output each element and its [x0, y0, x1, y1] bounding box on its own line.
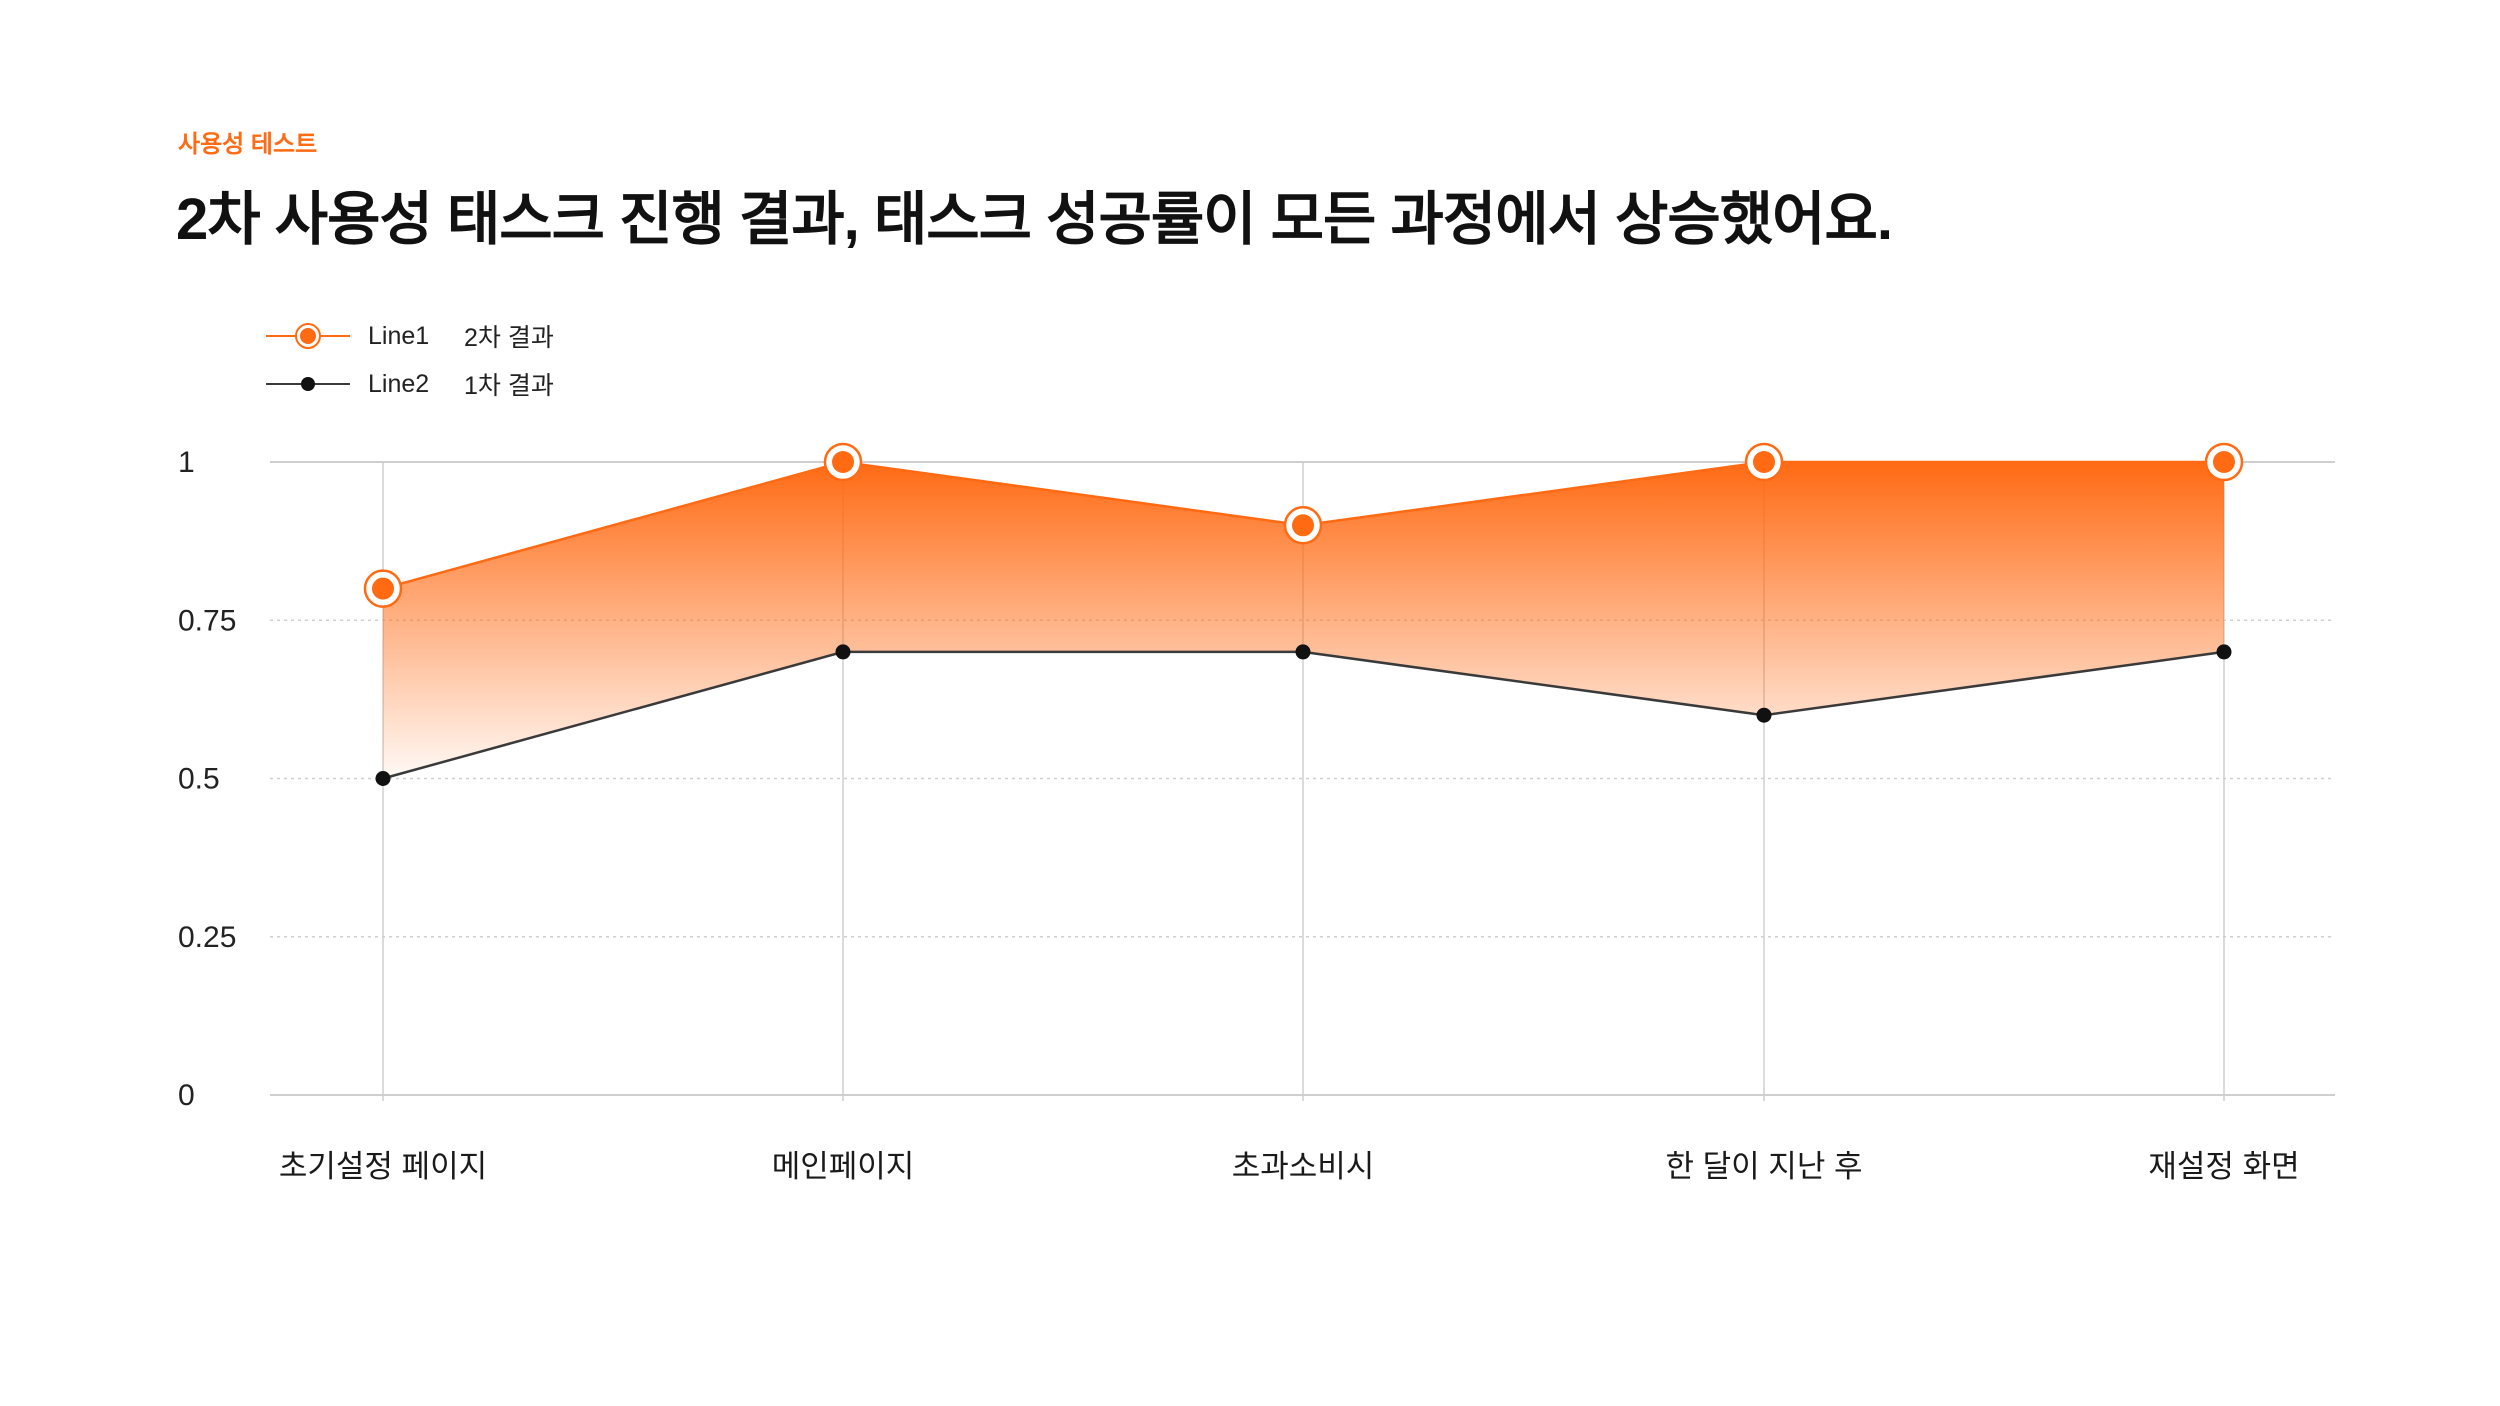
chart-legend: Line1 2차 결과 Line2 1차 결과 — [266, 312, 554, 408]
x-tick-label: 재설정 화면 — [2148, 1149, 2299, 1184]
data-point-line2 — [2216, 644, 2232, 660]
series-fill-area — [383, 462, 2224, 779]
data-point-line1 — [1283, 506, 1323, 545]
legend-line2-marker-icon — [266, 377, 350, 391]
legend-line1-name: Line1 — [368, 321, 430, 350]
data-point-line1 — [1744, 442, 1784, 482]
data-point-line2 — [835, 644, 851, 660]
y-tick-label: 1 — [178, 446, 195, 479]
x-tick-label: 한 달이 지난 후 — [1666, 1149, 1863, 1184]
data-point-line1-dot — [372, 577, 394, 600]
data-point-line2 — [1756, 707, 1772, 723]
legend-item-line1: Line1 2차 결과 — [266, 312, 554, 360]
data-point-line1 — [363, 569, 403, 608]
x-tick-label: 초기설정 페이지 — [279, 1149, 487, 1184]
y-tick-label: 0.5 — [178, 763, 220, 796]
legend-line2-name: Line2 — [368, 369, 430, 398]
legend-line1-marker-icon — [266, 323, 350, 349]
data-point-line1-dot — [832, 451, 854, 473]
data-point-line1-dot — [2213, 451, 2235, 473]
data-point-line2 — [375, 771, 391, 786]
data-point-line1 — [2204, 442, 2244, 482]
page-title: 2차 사용성 태스크 진행 결과, 태스크 성공률이 모든 과정에서 상승했어요… — [176, 187, 1893, 252]
y-tick-label: 0 — [178, 1079, 195, 1112]
data-point-line1 — [823, 442, 863, 482]
y-tick-label: 0.25 — [178, 921, 236, 954]
y-tick-label: 0.75 — [178, 604, 236, 637]
legend-line2-label: 1차 결과 — [464, 372, 554, 400]
data-point-line1-dot — [1753, 451, 1775, 473]
legend-item-line2: Line2 1차 결과 — [266, 360, 554, 408]
legend-line1-label: 2차 결과 — [464, 324, 554, 352]
data-point-line1-dot — [1292, 514, 1314, 537]
data-point-line2 — [1295, 644, 1311, 660]
section-eyebrow: 사용성 테스트 — [178, 131, 318, 158]
x-tick-label: 메인페이지 — [772, 1149, 915, 1184]
x-tick-label: 초과소비시 — [1232, 1149, 1375, 1184]
